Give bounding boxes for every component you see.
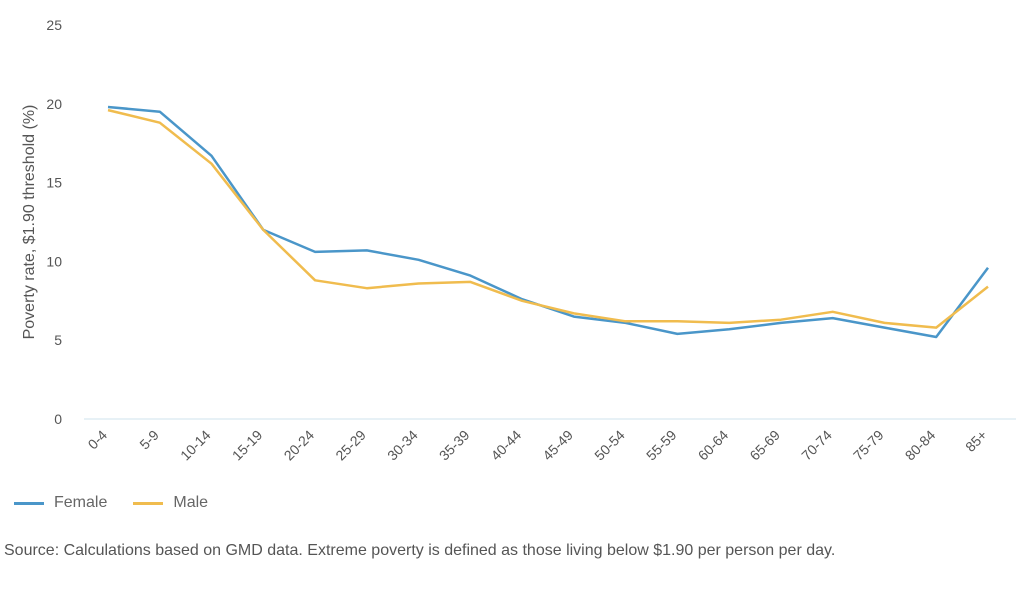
legend-label-female: Female (54, 494, 108, 511)
y-axis: 0 5 10 15 20 25 (46, 17, 62, 427)
x-tick-label: 80-84 (902, 427, 939, 464)
x-tick-label: 75-79 (850, 427, 887, 464)
legend-item-female: Female (14, 494, 107, 512)
series-line-male (107, 108, 989, 329)
x-tick-label: 30-34 (384, 427, 421, 464)
legend-swatch-female (14, 501, 44, 505)
x-tick-label: 35-39 (436, 427, 473, 464)
x-tick-label: 60-64 (695, 427, 732, 464)
x-tick-label: 45-49 (539, 427, 576, 464)
x-tick-label: 0-4 (84, 427, 110, 453)
y-tick-label: 25 (46, 17, 62, 33)
y-tick-label: 0 (54, 411, 62, 427)
source-note: Source: Calculations based on GMD data. … (4, 542, 836, 559)
x-tick-label: 20-24 (281, 427, 318, 464)
line-chart: 0 5 10 15 20 25 0-4 5-9 10-14 15-19 20-24 25-29 30-… (21, 17, 1016, 464)
series-lines (107, 105, 990, 339)
y-tick-label: 10 (46, 253, 62, 269)
x-tick-label: 50-54 (591, 427, 628, 464)
x-tick-label: 40-44 (488, 427, 525, 464)
y-tick-label: 15 (46, 175, 62, 191)
x-tick-label: 65-69 (746, 427, 783, 464)
x-tick-label: 15-19 (229, 427, 266, 464)
x-tick-label: 25-29 (332, 427, 369, 464)
x-tick-label: 10-14 (177, 427, 214, 464)
y-tick-label: 5 (54, 332, 62, 348)
legend-swatch-male (133, 501, 164, 505)
x-tick-label: 5-9 (136, 427, 162, 453)
y-axis-label: Poverty rate, $1.90 threshold (%) (21, 105, 38, 340)
legend-label-male: Male (173, 494, 209, 511)
x-axis: 0-4 5-9 10-14 15-19 20-24 25-29 30-34 35-39 40-4… (84, 427, 990, 464)
y-tick-label: 20 (46, 96, 62, 112)
legend: Female Male (14, 494, 208, 512)
x-tick-label: 55-59 (643, 427, 680, 464)
series-line-female (107, 105, 990, 339)
legend-item-male: Male (133, 494, 208, 512)
x-tick-label: 85+ (962, 427, 990, 455)
x-tick-label: 70-74 (798, 427, 835, 464)
